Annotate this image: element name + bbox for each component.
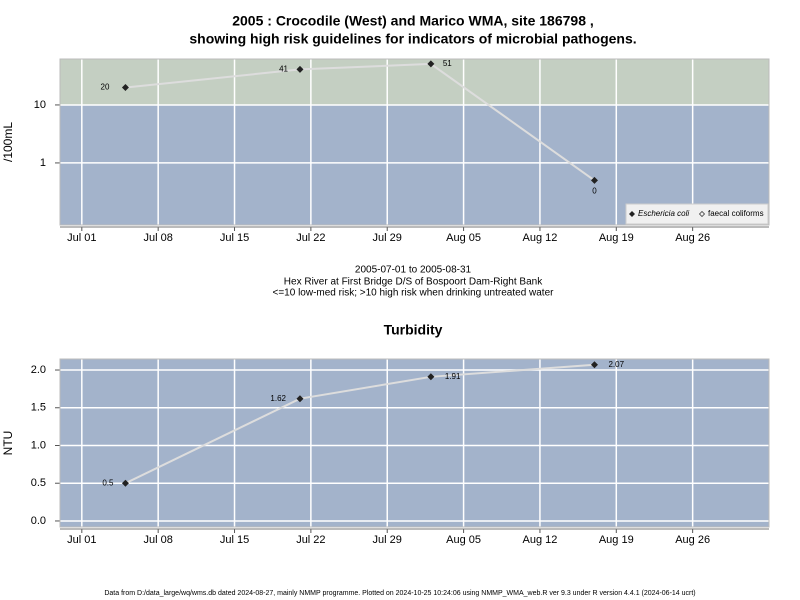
y-axis-label: NTU xyxy=(1,431,15,456)
legend xyxy=(625,203,769,225)
legend-marker xyxy=(699,211,705,217)
x-tick-label: Aug 19 xyxy=(599,232,634,244)
legend-label: faecal coliforms xyxy=(708,209,764,218)
x-tick-label: Jul 15 xyxy=(220,232,249,244)
x-tick-label: Jul 01 xyxy=(67,232,96,244)
data-label: 0 xyxy=(592,186,597,195)
chart-note: Hex River at First Bridge D/S of Bospoor… xyxy=(284,277,543,288)
y-tick-label: 0.0 xyxy=(31,515,46,527)
data-label: 1.62 xyxy=(270,394,286,403)
chart-note: <=10 low-med risk; >10 high risk when dr… xyxy=(273,288,555,299)
x-tick-label: Aug 19 xyxy=(599,534,634,546)
data-point xyxy=(296,65,304,73)
x-tick-label: Aug 05 xyxy=(446,232,481,244)
x-tick-label: Aug 12 xyxy=(523,534,558,546)
x-tick-label: Jul 08 xyxy=(143,232,172,244)
chart-title: Turbidity xyxy=(384,322,443,338)
data-point xyxy=(590,176,598,184)
x-tick-label: Aug 05 xyxy=(446,534,481,546)
data-label: 2.07 xyxy=(608,360,624,369)
y-tick-label: 2.0 xyxy=(31,364,46,376)
plot-frame xyxy=(59,358,770,528)
x-tick-label: Aug 26 xyxy=(675,232,710,244)
chart-title: 2005 : Crocodile (West) and Marico WMA, … xyxy=(232,13,594,29)
chart-title: showing high risk guidelines for indicat… xyxy=(189,31,636,47)
data-label: 0.5 xyxy=(102,478,114,487)
footer: Data from D:/data_large/wq/wms.db dated … xyxy=(104,590,695,597)
x-tick-label: Aug 12 xyxy=(523,232,558,244)
series-line xyxy=(125,363,595,485)
high-risk-band xyxy=(60,59,769,105)
data-point xyxy=(296,395,304,403)
data-label: 51 xyxy=(443,59,452,68)
x-tick-label: Jul 29 xyxy=(373,232,402,244)
legend-marker xyxy=(629,211,635,217)
y-tick-label: 10 xyxy=(34,99,46,111)
x-tick-label: Jul 22 xyxy=(296,232,325,244)
y-tick-label: 0.5 xyxy=(31,477,46,489)
x-tick-label: Jul 29 xyxy=(373,534,402,546)
chart-note: 2005-07-01 to 2005-08-31 xyxy=(355,265,472,276)
data-label: 41 xyxy=(279,65,288,74)
x-tick-label: Jul 15 xyxy=(220,534,249,546)
legend-label: Eschericia coli xyxy=(638,209,689,218)
data-point xyxy=(427,373,435,381)
plot-frame xyxy=(59,58,770,226)
series-line xyxy=(125,62,596,182)
data-point xyxy=(590,361,598,369)
data-label: 1.91 xyxy=(445,372,461,381)
y-axis-label: /100mL xyxy=(1,122,15,162)
y-tick-label: 1 xyxy=(40,157,46,169)
data-point xyxy=(427,60,435,68)
x-tick-label: Jul 08 xyxy=(143,534,172,546)
data-point xyxy=(121,83,129,91)
data-point xyxy=(121,479,129,487)
x-tick-label: Aug 26 xyxy=(675,534,710,546)
y-tick-label: 1.5 xyxy=(31,402,46,414)
x-tick-label: Jul 01 xyxy=(67,534,96,546)
plot-background xyxy=(60,359,769,527)
y-tick-label: 1.0 xyxy=(31,439,46,451)
x-tick-label: Jul 22 xyxy=(296,534,325,546)
data-label: 20 xyxy=(101,83,110,92)
